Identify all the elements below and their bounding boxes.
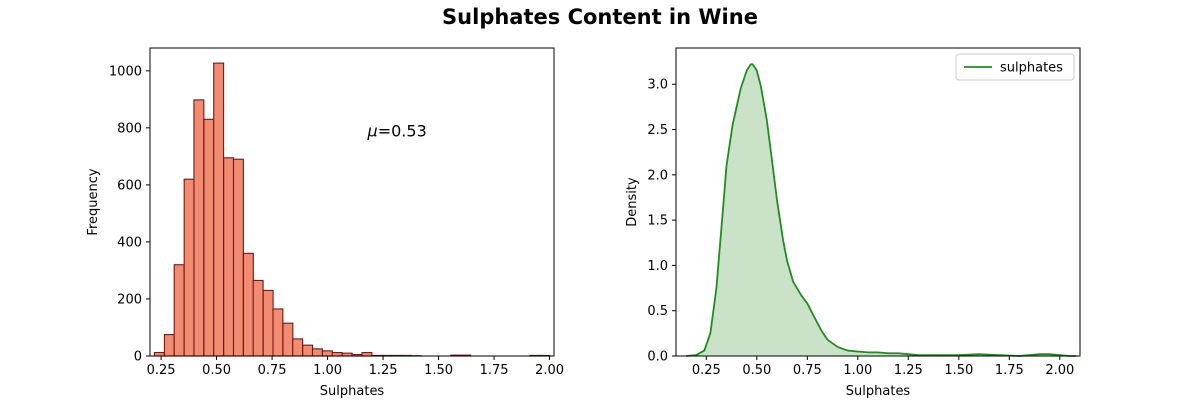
x-tick-label: 1.50 <box>944 363 973 378</box>
histogram-bar <box>272 308 284 357</box>
x-axis-label: Sulphates <box>320 384 385 399</box>
y-tick-label: 2.5 <box>647 123 668 138</box>
histogram-bar <box>331 352 343 357</box>
legend-box <box>955 53 1075 81</box>
mean-value: =0.53 <box>378 122 427 141</box>
histogram-bar <box>183 178 195 357</box>
kde-area <box>686 64 1076 356</box>
mean-symbol: μ <box>367 122 378 141</box>
y-tick-label: 1.5 <box>647 214 668 229</box>
histogram-bar <box>213 62 225 357</box>
y-tick-label: 0 <box>134 350 142 365</box>
histogram-panel: 0.25 0.50 0.75 1.00 1.25 1.50 1.75 2.00 0 200 400 6… <box>86 47 564 399</box>
x-tick-label: 2.00 <box>535 363 564 378</box>
histogram-bar <box>292 338 304 357</box>
figure-title: Sulphates Content in Wine <box>442 5 758 29</box>
mean-annotation: μ=0.53 <box>367 122 427 141</box>
x-tick-label: 1.75 <box>480 363 509 378</box>
y-axis-label: Frequency <box>86 168 101 235</box>
y-tick-label: 0.5 <box>647 304 668 319</box>
y-tick-label: 1.0 <box>647 259 668 274</box>
legend-label: sulphates <box>1000 61 1063 76</box>
x-tick-label: 1.25 <box>894 363 923 378</box>
x-tick-label: 0.50 <box>202 363 231 378</box>
axes-frame <box>675 47 1081 357</box>
y-tick-label: 800 <box>117 121 142 136</box>
y-tick-label: 600 <box>117 178 142 193</box>
histogram-bar <box>153 352 165 357</box>
x-tick-label: 0.25 <box>147 363 176 378</box>
histogram-bar <box>321 350 333 357</box>
histogram-bar <box>223 157 235 357</box>
x-tick-label: 1.75 <box>995 363 1024 378</box>
histogram-bar <box>203 118 215 357</box>
x-tick-label: 1.50 <box>424 363 453 378</box>
y-axis-label: Density <box>625 177 640 227</box>
axes-frame <box>149 47 555 357</box>
kde-line <box>686 63 1076 357</box>
y-tick-label: 0.0 <box>647 350 668 365</box>
x-tick-label: 0.75 <box>793 363 822 378</box>
y-tick-label: 2.0 <box>647 168 668 183</box>
y-tick-label: 3.0 <box>647 78 668 93</box>
histogram-bar <box>232 158 244 357</box>
histogram-bars <box>153 62 551 357</box>
histogram-bar <box>282 322 294 357</box>
y-tick-label: 400 <box>117 235 142 250</box>
y-tick-label: 1000 <box>109 64 142 79</box>
histogram-bar <box>163 334 175 357</box>
legend: sulphates <box>955 53 1075 81</box>
x-tick-label: 2.00 <box>1045 363 1074 378</box>
histogram-bar <box>311 348 323 357</box>
histogram-bar <box>302 344 314 357</box>
x-tick-label: 1.00 <box>313 363 342 378</box>
histogram-bar <box>173 264 185 357</box>
y-tick-label: 200 <box>117 292 142 307</box>
histogram-bar <box>193 99 205 357</box>
histogram-bar <box>252 279 264 357</box>
x-tick-label: 0.50 <box>742 363 771 378</box>
histogram-bar <box>262 289 274 357</box>
x-tick-label: 1.00 <box>843 363 872 378</box>
x-axis-label: Sulphates <box>846 384 911 399</box>
x-tick-label: 0.25 <box>692 363 721 378</box>
x-tick-label: 0.75 <box>258 363 287 378</box>
kde-panel: 0.25 0.50 0.75 1.00 1.25 1.50 1.75 2.00 0.0 0.5 1.… <box>625 47 1081 399</box>
x-tick-label: 1.25 <box>369 363 398 378</box>
histogram-bar <box>242 252 254 357</box>
histogram-bar <box>361 352 373 357</box>
